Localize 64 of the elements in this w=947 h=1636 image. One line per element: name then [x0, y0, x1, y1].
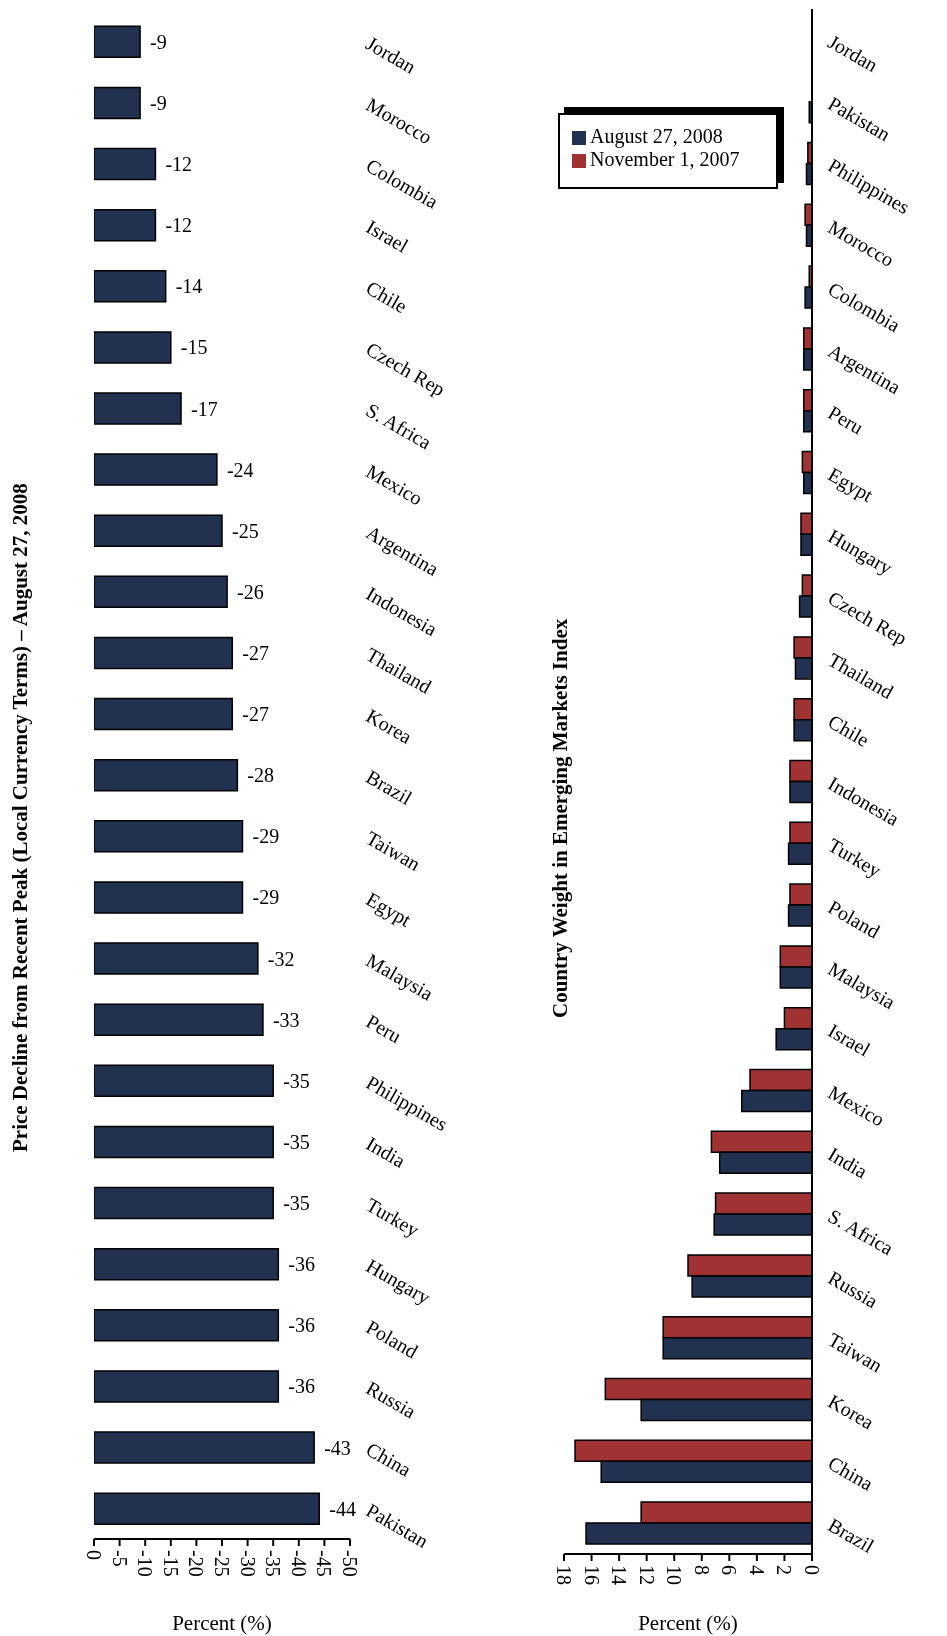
data-label: -12	[165, 214, 193, 237]
x-tick-label: 8	[690, 1565, 713, 1575]
data-label: -28	[247, 764, 275, 787]
x-tick-label: 18	[553, 1565, 575, 1585]
y-tick-label: Israel	[824, 1019, 875, 1061]
x-tick-label: 10	[663, 1565, 686, 1585]
data-label: -14	[175, 275, 203, 298]
data-label: -33	[272, 1008, 300, 1031]
data-label: -36	[288, 1253, 315, 1276]
data-label: -17	[191, 397, 218, 420]
x-tick-label: -30	[236, 1550, 259, 1577]
x-tick-label: 12	[635, 1565, 658, 1585]
x-tick-label: 16	[580, 1565, 603, 1585]
y-tick-label: China	[362, 1437, 415, 1481]
y-tick-label: Chile	[362, 276, 412, 318]
data-label: -29	[252, 886, 280, 909]
data-label: -32	[267, 947, 295, 970]
data-label: -12	[165, 153, 193, 176]
y-tick-label: China	[824, 1451, 877, 1495]
data-label: -35	[283, 1192, 310, 1215]
data-label: -29	[252, 825, 280, 848]
y-tick-label: India	[362, 1132, 410, 1172]
data-label: -27	[242, 703, 269, 726]
text: Price Decline from Recent Peak (Local Currency Terms) – August 27, 2008	[8, 482, 33, 1155]
legend-label: August 27, 2008	[590, 125, 723, 147]
data-label: -25	[232, 519, 259, 542]
data-label: -15	[180, 336, 208, 359]
x-tick-label: -45	[313, 1550, 336, 1577]
data-label: -36	[288, 1375, 315, 1398]
text: Country Weight in Emerging Markets Index	[548, 618, 572, 1018]
x-tick-label: -50	[339, 1550, 361, 1577]
data-label: -35	[283, 1069, 310, 1092]
data-label: -26	[237, 580, 264, 603]
x-tick-label: -35	[262, 1550, 285, 1577]
x-tick-label: -15	[159, 1550, 182, 1577]
y-tick-label: Czech Rep	[824, 586, 912, 651]
data-label: -36	[288, 1314, 315, 1337]
data-label: -27	[242, 641, 269, 664]
y-tick-label: India	[824, 1142, 872, 1183]
x-tick-label: 0	[83, 1550, 105, 1560]
legend-label: November 1, 2007	[590, 148, 740, 170]
data-label: -9	[150, 91, 167, 114]
data-label: -44	[329, 1497, 356, 1520]
x-tick-label: 4	[745, 1565, 768, 1575]
y-tick-label: S. Africa	[824, 1204, 898, 1260]
data-label: -24	[226, 458, 254, 481]
x-tick-label: 2	[773, 1565, 796, 1575]
x-tick-label: -25	[211, 1550, 233, 1577]
data-label: -43	[324, 1436, 351, 1459]
x-tick-label: -20	[185, 1550, 208, 1577]
y-tick-label: Chile	[824, 710, 874, 751]
x-axis-title: Percent (%)	[172, 1611, 272, 1635]
x-tick-label: -5	[108, 1550, 131, 1567]
data-label: -9	[150, 30, 167, 53]
x-tick-label: 14	[608, 1565, 631, 1585]
y-tick-label: Peru	[362, 1009, 406, 1048]
y-tick-label: Peru	[824, 401, 868, 439]
x-tick-label: -10	[134, 1550, 157, 1577]
x-tick-label: 0	[801, 1565, 823, 1575]
x-tick-label: 6	[718, 1565, 741, 1575]
data-label: -35	[283, 1130, 310, 1153]
x-axis-title: Percent (%)	[638, 1611, 738, 1635]
y-tick-label: Israel	[362, 215, 413, 257]
x-tick-label: -40	[287, 1550, 310, 1577]
